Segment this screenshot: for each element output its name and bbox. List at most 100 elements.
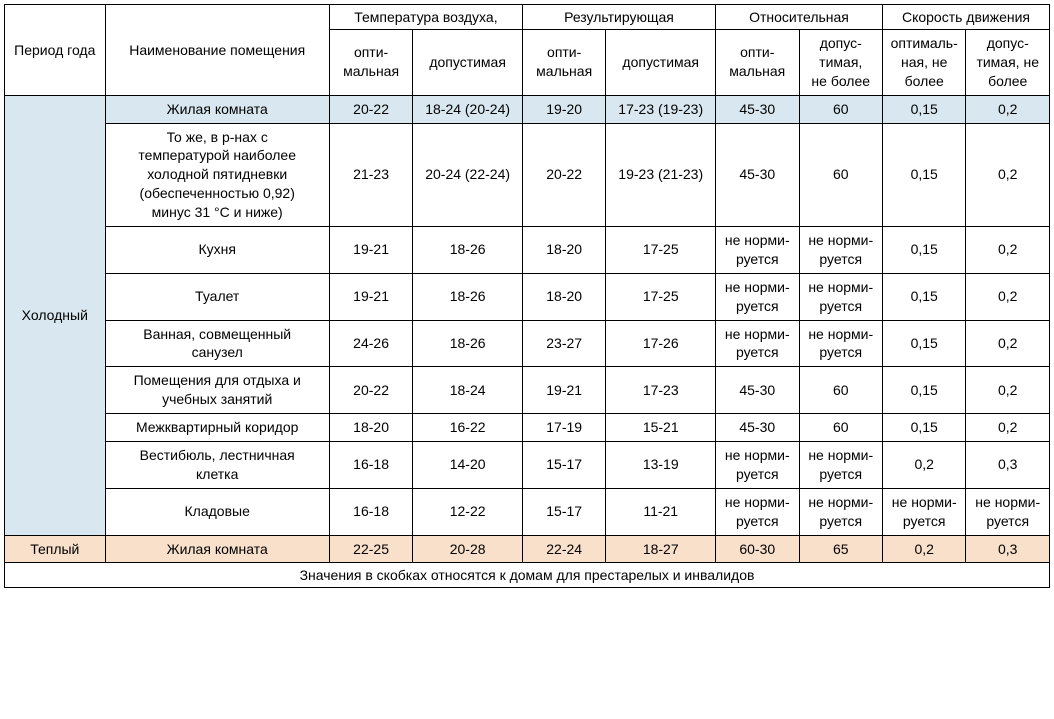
data-cell: 15-17	[522, 488, 605, 535]
data-cell: 0,3	[966, 442, 1050, 489]
name-cell: Кухня	[105, 227, 329, 274]
table-header: Период года Наименование помещения Темпе…	[5, 5, 1050, 96]
data-cell: 0,15	[882, 123, 965, 226]
footer-note-row: Значения в скобках относятся к домам для…	[5, 563, 1050, 588]
data-cell: 60	[799, 123, 882, 226]
data-cell: не норми- руется	[716, 227, 799, 274]
data-cell: 0,15	[882, 414, 965, 442]
table-row: Ванная, совмещенный санузел24-2618-2623-…	[5, 320, 1050, 367]
data-cell: 0,2	[966, 320, 1050, 367]
data-cell: 0,15	[882, 367, 965, 414]
table-row: ТеплыйЖилая комната22-2520-2822-2418-276…	[5, 535, 1050, 563]
group-humidity: Относительная	[716, 5, 883, 30]
data-cell: 45-30	[716, 367, 799, 414]
table-row: Вестибюль, лестничная клетка16-1814-2015…	[5, 442, 1050, 489]
subcol-2-0: опти- мальная	[716, 30, 799, 96]
data-cell: 11-21	[606, 488, 716, 535]
data-cell: 16-18	[329, 442, 412, 489]
data-cell: 20-22	[522, 123, 605, 226]
data-cell: 15-21	[606, 414, 716, 442]
name-cell: Помещения для отдыха и учебных занятий	[105, 367, 329, 414]
table-body: ХолодныйЖилая комната20-2218-24 (20-24)1…	[5, 95, 1050, 563]
period-cell: Холодный	[5, 95, 106, 535]
name-cell: Ванная, совмещенный санузел	[105, 320, 329, 367]
data-cell: 17-23 (19-23)	[606, 95, 716, 123]
data-cell: 18-20	[522, 227, 605, 274]
data-cell: 18-20	[329, 414, 412, 442]
data-cell: 60	[799, 95, 882, 123]
data-cell: 22-25	[329, 535, 412, 563]
col-period-header: Период года	[5, 5, 106, 96]
name-cell: Жилая комната	[105, 535, 329, 563]
data-cell: 13-19	[606, 442, 716, 489]
subcol-1-1: допустимая	[606, 30, 716, 96]
data-cell: 60-30	[716, 535, 799, 563]
data-cell: 45-30	[716, 414, 799, 442]
data-cell: не норми- руется	[799, 273, 882, 320]
data-cell: 15-17	[522, 442, 605, 489]
data-cell: 65	[799, 535, 882, 563]
subcol-2-1: допус- тимая, не более	[799, 30, 882, 96]
table-row: ХолодныйЖилая комната20-2218-24 (20-24)1…	[5, 95, 1050, 123]
table-row: Туалет19-2118-2618-2017-25не норми- рует…	[5, 273, 1050, 320]
data-cell: 18-26	[413, 227, 523, 274]
data-cell: 18-24 (20-24)	[413, 95, 523, 123]
data-cell: 20-24 (22-24)	[413, 123, 523, 226]
data-cell: 12-22	[413, 488, 523, 535]
data-cell: 0,2	[882, 535, 965, 563]
data-cell: 0,2	[966, 123, 1050, 226]
data-cell: 23-27	[522, 320, 605, 367]
name-cell: Туалет	[105, 273, 329, 320]
footer-note-text: Значения в скобках относятся к домам для…	[5, 563, 1050, 588]
name-cell: Межквартирный коридор	[105, 414, 329, 442]
data-cell: 21-23	[329, 123, 412, 226]
data-cell: 0,2	[966, 227, 1050, 274]
table-row: Кладовые16-1812-2215-1711-21не норми- ру…	[5, 488, 1050, 535]
data-cell: 0,2	[966, 273, 1050, 320]
data-cell: 0,2	[966, 414, 1050, 442]
data-cell: 18-26	[413, 320, 523, 367]
data-cell: 14-20	[413, 442, 523, 489]
data-cell: 0,15	[882, 320, 965, 367]
data-cell: не норми- руется	[716, 488, 799, 535]
subcol-0-0: опти- мальная	[329, 30, 412, 96]
group-air-temp: Температура воздуха,	[329, 5, 522, 30]
group-resultant: Результирующая	[522, 5, 715, 30]
data-cell: 0,15	[882, 227, 965, 274]
data-cell: 17-26	[606, 320, 716, 367]
data-cell: 19-21	[522, 367, 605, 414]
name-cell: Кладовые	[105, 488, 329, 535]
data-cell: 20-22	[329, 367, 412, 414]
data-cell: 17-23	[606, 367, 716, 414]
data-cell: 22-24	[522, 535, 605, 563]
data-cell: не норми- руется	[716, 320, 799, 367]
table-row: То же, в р-нах с температурой наиболее х…	[5, 123, 1050, 226]
data-cell: не норми- руется	[716, 273, 799, 320]
data-cell: 18-26	[413, 273, 523, 320]
table-row: Межквартирный коридор18-2016-2217-1915-2…	[5, 414, 1050, 442]
data-cell: 0,15	[882, 273, 965, 320]
data-cell: 19-21	[329, 227, 412, 274]
data-cell: 60	[799, 367, 882, 414]
data-cell: 17-25	[606, 273, 716, 320]
data-cell: 18-24	[413, 367, 523, 414]
data-cell: 45-30	[716, 95, 799, 123]
data-cell: 0,2	[966, 95, 1050, 123]
subcol-3-1: допус- тимая, не более	[966, 30, 1050, 96]
table-row: Помещения для отдыха и учебных занятий20…	[5, 367, 1050, 414]
data-cell: не норми- руется	[799, 442, 882, 489]
data-cell: 16-22	[413, 414, 523, 442]
subcol-0-1: допустимая	[413, 30, 523, 96]
data-cell: 19-21	[329, 273, 412, 320]
data-cell: 0,2	[882, 442, 965, 489]
data-cell: 0,15	[882, 95, 965, 123]
data-cell: 17-19	[522, 414, 605, 442]
data-cell: не норми- руется	[799, 320, 882, 367]
table-row: Кухня19-2118-2618-2017-25не норми- руетс…	[5, 227, 1050, 274]
data-cell: 18-20	[522, 273, 605, 320]
data-cell: 0,2	[966, 367, 1050, 414]
subcol-1-0: опти- мальная	[522, 30, 605, 96]
data-cell: не норми- руется	[966, 488, 1050, 535]
data-cell: 19-23 (21-23)	[606, 123, 716, 226]
name-cell: Жилая комната	[105, 95, 329, 123]
